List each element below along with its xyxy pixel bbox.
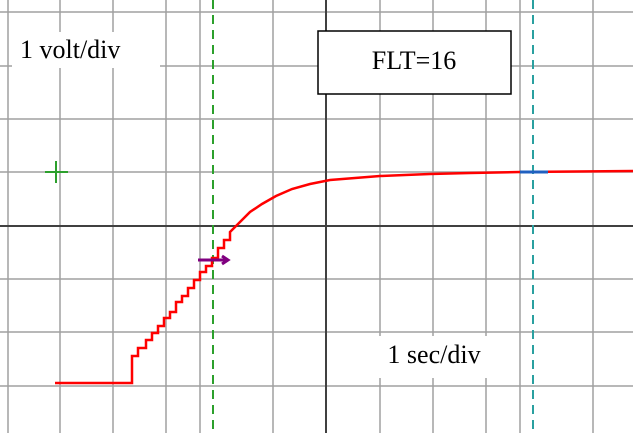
sec-div-label: 1 sec/div [387, 340, 480, 369]
filter-box [317, 30, 512, 95]
marker-purple [198, 254, 231, 266]
label-bg [12, 32, 160, 68]
filter-label: FLT=16 [372, 46, 457, 75]
volt-div-label: 1 volt/div [20, 35, 120, 64]
label-bg [368, 336, 500, 378]
ref-cross [45, 161, 68, 183]
trace [55, 169, 633, 385]
